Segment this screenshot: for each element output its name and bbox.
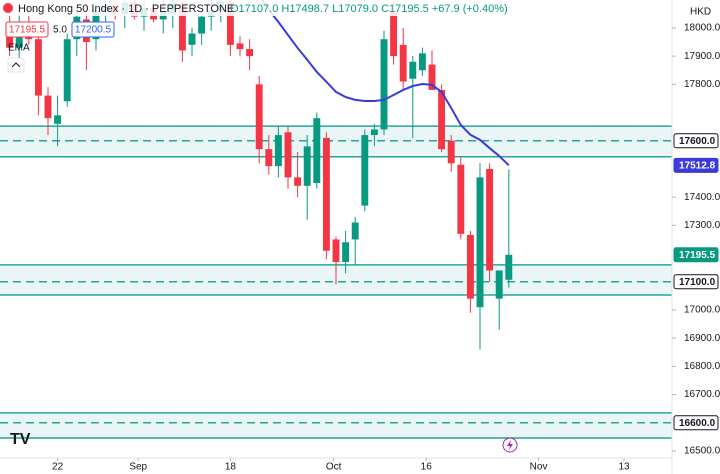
price-tag (673, 157, 719, 173)
price-tag (673, 133, 719, 149)
x-tick-label: Sep (129, 462, 147, 473)
candle-body (361, 135, 369, 206)
candle-body (370, 129, 378, 136)
candle-body (6, 30, 14, 48)
candle-body (447, 140, 455, 164)
candle-body (303, 146, 311, 186)
symbol-icon (3, 3, 13, 13)
y-tick-label: 17400.0 (684, 192, 720, 203)
y-tick-label: 16900.0 (684, 333, 720, 344)
candle-body (226, 2, 234, 45)
x-tick-label: 16 (421, 462, 433, 473)
header-bg (0, 0, 440, 16)
ema-line (261, 0, 510, 167)
price-tag-label: 17600.0 (679, 136, 716, 147)
y-tick-label: 17900.0 (684, 51, 720, 62)
zone (0, 126, 672, 157)
candle-body (265, 149, 273, 167)
candle-body (409, 61, 417, 79)
plot-area (0, 0, 672, 439)
candle-body (322, 137, 330, 251)
candle-body (438, 89, 446, 150)
event-bolt (507, 440, 513, 450)
collapse-button[interactable] (7, 57, 25, 73)
price-tag-label: 16600.0 (679, 418, 716, 429)
y-tick-label: 18000.0 (684, 23, 720, 34)
indicator-label: EMA (8, 43, 30, 54)
candle-body (284, 132, 292, 178)
price-tag (673, 247, 719, 263)
candle-body (44, 95, 52, 119)
candle-body (351, 222, 359, 240)
candle-body (274, 135, 282, 167)
y-tick-label: 16700.0 (684, 389, 720, 400)
currency: HKD (690, 7, 711, 18)
candle-body (313, 118, 321, 184)
price-tag-label: 17100.0 (679, 277, 716, 288)
spread: 5.0 (53, 25, 67, 36)
candle-body (486, 168, 494, 271)
candle-body (466, 234, 474, 299)
y-tick-label: 16500.0 (684, 446, 720, 457)
candle-body (380, 39, 388, 130)
candle-body (63, 39, 71, 102)
candle-body (428, 64, 436, 90)
y-tick-label: 17800.0 (684, 79, 720, 90)
x-tick-label: Oct (326, 462, 342, 473)
price-tag (673, 274, 719, 290)
candle-body (294, 177, 302, 186)
candle-body (178, 2, 186, 51)
candle-body (457, 164, 465, 234)
x-tick-label: 22 (52, 462, 64, 473)
candle-body (34, 39, 42, 96)
candle-body (255, 84, 263, 150)
candle-body (246, 49, 254, 57)
x-tick-label: 13 (618, 462, 630, 473)
candle-body (188, 33, 196, 45)
price-tag-label: 17195.5 (679, 250, 716, 261)
candle-body (54, 115, 62, 124)
buy-price[interactable]: 17200.5 (75, 25, 112, 36)
candle-body (399, 44, 407, 82)
y-tick-label: 17300.0 (684, 220, 720, 231)
sell-button[interactable] (5, 21, 49, 38)
sell-price[interactable]: 17195.5 (9, 25, 46, 36)
zone (0, 412, 672, 438)
candle-body (495, 270, 503, 299)
candle-body (198, 16, 206, 34)
y-tick-label: 17000.0 (684, 305, 720, 316)
collapse-icon (11, 62, 21, 68)
buy-button[interactable] (71, 21, 115, 38)
logo: TV (10, 431, 31, 448)
candle-body (390, 10, 398, 57)
candle-body (236, 43, 244, 50)
candle-body (418, 53, 426, 71)
candle-body (342, 242, 350, 262)
x-tick-label: 18 (225, 462, 237, 473)
candle-body (505, 254, 513, 280)
candle-body (332, 239, 340, 262)
y-tick-label: 16800.0 (684, 361, 720, 372)
symbol: Hong Kong 50 Index · 1D · PEPPERSTONE (18, 3, 234, 15)
candle-body (476, 177, 484, 308)
ohlc: O17107.0 H17498.7 L17079.0 C17195.5 +67.… (230, 3, 508, 15)
price-tag (673, 415, 719, 431)
price-tag-label: 17512.8 (679, 160, 716, 171)
axes: 18000.0 17900.0 17800.0 17400.0 17300.0 17000… (52, 23, 720, 473)
x-tick-label: Nov (530, 462, 548, 473)
